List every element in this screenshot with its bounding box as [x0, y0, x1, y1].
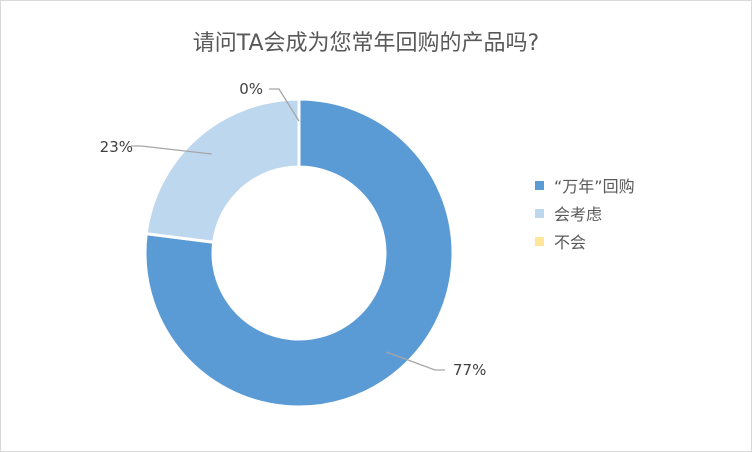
legend-label-2: 不会 — [554, 233, 587, 252]
data-label-0: 77% — [453, 361, 486, 379]
legend-label-0: “万年”回购 — [554, 177, 635, 196]
legend-item-1: 会考虑 — [535, 199, 635, 227]
data-label-1: 23% — [100, 138, 133, 156]
legend-swatch-1 — [535, 208, 544, 218]
donut-slice-1 — [144, 97, 301, 244]
leader-line-0 — [386, 351, 445, 371]
legend-item-2: 不会 — [535, 227, 635, 255]
donut-slice-0 — [143, 97, 455, 409]
legend-item-0: “万年”回购 — [535, 171, 635, 199]
legend-label-1: 会考虑 — [554, 205, 603, 224]
leader-line-1 — [131, 145, 212, 155]
leader-line-2 — [269, 88, 300, 122]
chart-title: 请问TA会成为您常年回购的产品吗? — [192, 31, 540, 56]
data-label-2: 0% — [239, 80, 263, 98]
legend-swatch-0 — [535, 180, 544, 190]
legend-swatch-2 — [535, 236, 544, 246]
chart-legend: “万年”回购 会考虑不会 — [535, 171, 635, 255]
